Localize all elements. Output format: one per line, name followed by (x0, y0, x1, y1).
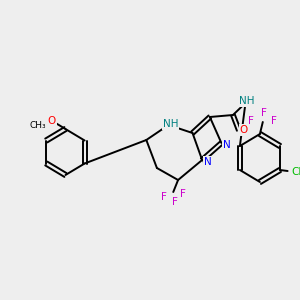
Text: O: O (48, 116, 56, 126)
Text: F: F (180, 189, 186, 199)
Text: O: O (48, 116, 56, 126)
Text: F: F (172, 197, 178, 207)
Text: F: F (261, 108, 267, 118)
Text: F: F (272, 116, 277, 126)
Text: Cl: Cl (291, 167, 300, 177)
Text: F: F (248, 116, 254, 126)
Text: NH: NH (239, 96, 254, 106)
Text: N: N (223, 140, 231, 150)
Text: O: O (239, 125, 248, 135)
Text: F: F (161, 192, 167, 202)
Text: N: N (204, 157, 212, 167)
Text: CH₃: CH₃ (29, 121, 46, 130)
Text: NH: NH (163, 119, 178, 129)
